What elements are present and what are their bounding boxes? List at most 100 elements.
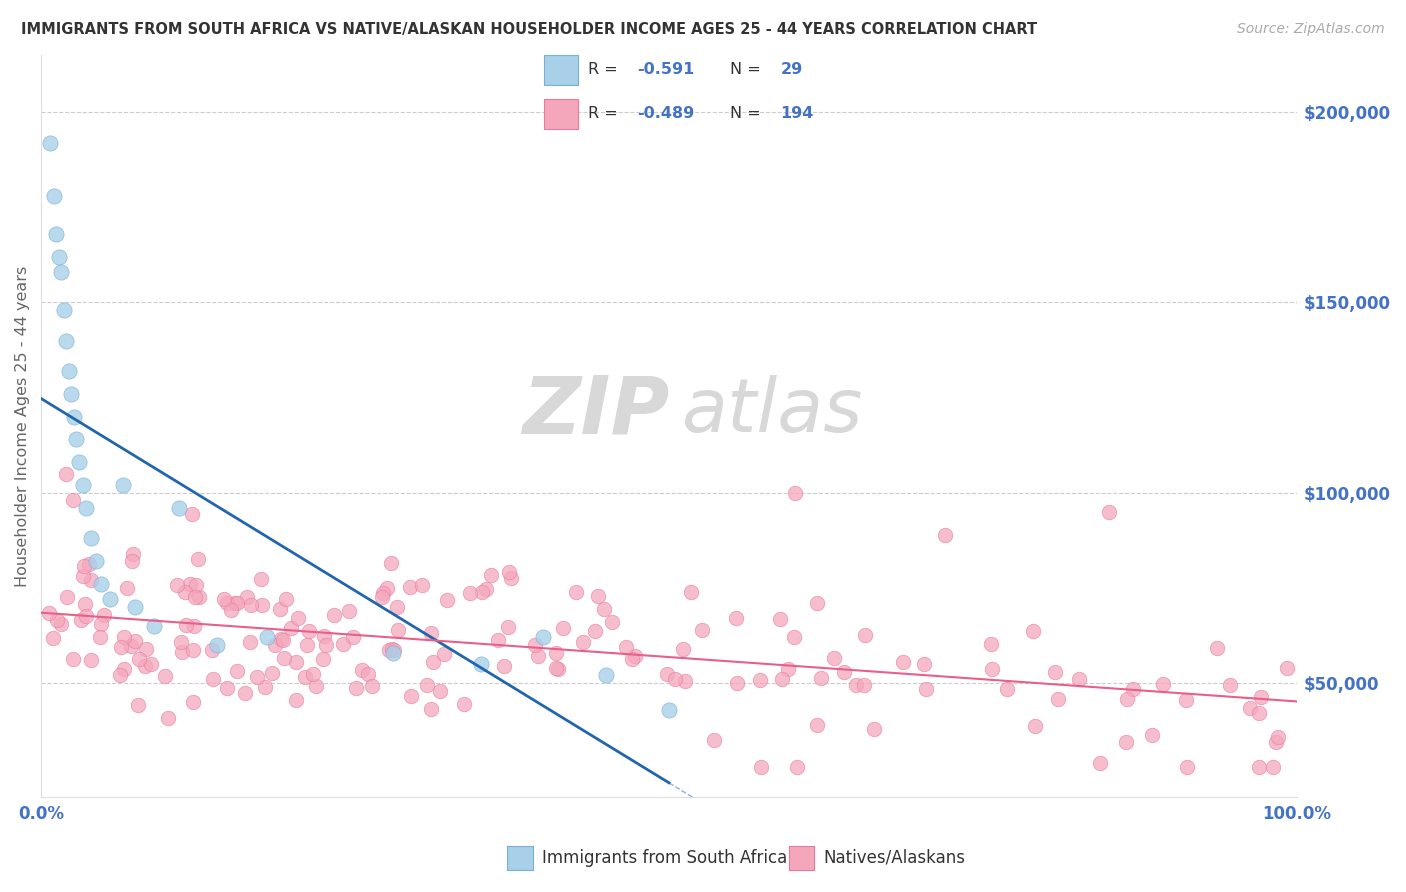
- Point: [271, 632, 294, 647]
- Point: [45, 227, 67, 241]
- Point: [41, 631, 63, 645]
- Point: [623, 648, 645, 663]
- Point: [749, 760, 772, 774]
- Point: [42, 189, 65, 203]
- Point: [385, 599, 408, 614]
- Point: [75, 608, 97, 623]
- Text: Natives/Alaskans: Natives/Alaskans: [824, 848, 966, 867]
- Text: -0.591: -0.591: [637, 62, 695, 78]
- Point: [110, 668, 132, 682]
- Point: [853, 628, 876, 642]
- Point: [52, 303, 75, 318]
- Point: [475, 582, 498, 596]
- Point: [672, 642, 695, 657]
- Point: [156, 711, 179, 725]
- Point: [1047, 691, 1070, 706]
- Point: [236, 590, 259, 604]
- Point: [486, 633, 509, 648]
- Point: [995, 681, 1018, 696]
- Point: [98, 592, 121, 607]
- Point: [498, 565, 520, 579]
- Point: [600, 615, 623, 630]
- Text: N =: N =: [730, 106, 766, 121]
- Point: [225, 664, 247, 678]
- Point: [1024, 719, 1046, 733]
- Point: [783, 630, 806, 644]
- Point: [544, 661, 567, 675]
- Point: [703, 733, 725, 747]
- Point: [501, 571, 523, 585]
- Point: [75, 597, 97, 611]
- Point: [172, 645, 194, 659]
- Point: [72, 569, 94, 583]
- Point: [201, 672, 224, 686]
- Point: [274, 591, 297, 606]
- Point: [533, 630, 555, 644]
- Point: [305, 679, 328, 693]
- Point: [725, 676, 748, 690]
- Point: [90, 577, 112, 591]
- Point: [167, 500, 190, 515]
- Point: [593, 602, 616, 616]
- Point: [254, 680, 277, 694]
- Point: [1239, 700, 1261, 714]
- Point: [153, 669, 176, 683]
- Point: [572, 635, 595, 649]
- Point: [1088, 756, 1111, 770]
- Point: [183, 619, 205, 633]
- Point: [496, 620, 519, 634]
- Point: [62, 409, 84, 424]
- Point: [453, 697, 475, 711]
- Point: [239, 599, 262, 613]
- Point: [124, 599, 146, 614]
- Point: [806, 595, 828, 609]
- Point: [250, 598, 273, 612]
- Text: -0.489: -0.489: [637, 106, 695, 121]
- Point: [786, 760, 808, 774]
- Point: [184, 578, 207, 592]
- Point: [287, 611, 309, 625]
- Point: [51, 616, 73, 631]
- Point: [48, 250, 70, 264]
- Point: [748, 673, 770, 688]
- Point: [479, 568, 502, 582]
- Point: [523, 638, 546, 652]
- Point: [863, 722, 886, 736]
- Point: [1097, 505, 1119, 519]
- Point: [783, 485, 806, 500]
- Point: [260, 665, 283, 680]
- Point: [675, 673, 697, 688]
- Text: atlas: atlas: [682, 376, 863, 447]
- Point: [980, 637, 1002, 651]
- Text: R =: R =: [588, 62, 623, 78]
- Text: 29: 29: [780, 62, 803, 78]
- Point: [690, 623, 713, 637]
- Point: [934, 527, 956, 541]
- Bar: [544, 99, 578, 129]
- Point: [121, 554, 143, 568]
- Text: Immigrants from South Africa: Immigrants from South Africa: [543, 848, 787, 867]
- Point: [55, 591, 77, 605]
- Point: [433, 648, 456, 662]
- Point: [371, 590, 394, 604]
- Point: [62, 493, 84, 508]
- Bar: [544, 55, 578, 85]
- Point: [256, 630, 278, 644]
- Point: [770, 672, 793, 686]
- Point: [458, 586, 481, 600]
- Point: [115, 581, 138, 595]
- Point: [120, 639, 142, 653]
- Point: [174, 617, 197, 632]
- Point: [280, 622, 302, 636]
- Point: [110, 640, 132, 654]
- Point: [399, 690, 422, 704]
- Point: [127, 698, 149, 712]
- Point: [295, 638, 318, 652]
- Point: [546, 646, 568, 660]
- Point: [122, 547, 145, 561]
- Point: [1115, 735, 1137, 749]
- Point: [205, 638, 228, 652]
- Point: [344, 681, 367, 695]
- Point: [181, 695, 204, 709]
- Y-axis label: Householder Income Ages 25 - 44 years: Householder Income Ages 25 - 44 years: [15, 266, 30, 587]
